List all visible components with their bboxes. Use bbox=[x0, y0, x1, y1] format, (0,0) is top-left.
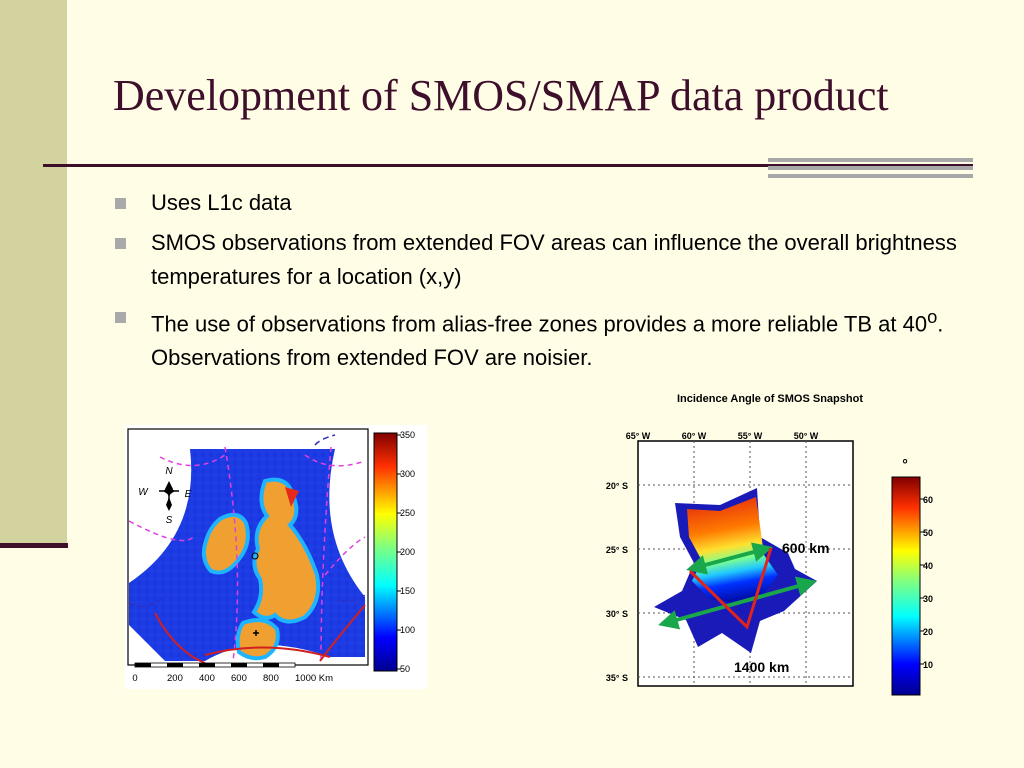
longitude-label: 65° W bbox=[626, 431, 651, 441]
hot-spot bbox=[285, 487, 299, 507]
colorbar-tick-label: 50 bbox=[923, 528, 933, 538]
alias-boundary-line bbox=[320, 446, 332, 662]
decorative-line-3 bbox=[768, 174, 973, 178]
distance-scale-labels: 0 200 400 600 800 1000 Km bbox=[132, 673, 333, 684]
colorbar-tick-label: 350 bbox=[400, 430, 415, 440]
colorbar-ticks: 350 300 250 200 150 100 50 bbox=[397, 430, 415, 674]
scale-label: 200 bbox=[167, 673, 183, 684]
compass-icon: N S E W bbox=[138, 466, 191, 526]
bullet-text: The use of observations from alias-free … bbox=[151, 311, 928, 337]
hexagon-boundary-line bbox=[128, 598, 162, 607]
hexagon-boundary-line bbox=[339, 594, 366, 602]
colorbar-tick-label: 30 bbox=[923, 594, 933, 604]
longitude-label: 60° W bbox=[682, 431, 707, 441]
compass-west-label: W bbox=[138, 487, 149, 498]
bullet-item: The use of observations from alias-free … bbox=[113, 300, 993, 375]
latitude-label: 30° S bbox=[606, 609, 628, 619]
alias-boundary-line bbox=[224, 446, 239, 662]
scale-label: 0 bbox=[132, 673, 137, 684]
compass-north-label: N bbox=[165, 466, 173, 477]
scale-label: 800 bbox=[263, 673, 279, 684]
fov-boundary-line bbox=[204, 646, 331, 658]
land-continent bbox=[235, 618, 280, 661]
slide-title: Development of SMOS/SMAP data product bbox=[113, 71, 889, 120]
colorbar-tick-label: 60 bbox=[923, 495, 933, 505]
land-great-britain bbox=[251, 477, 321, 624]
center-marker bbox=[251, 552, 259, 560]
square-bullet-icon bbox=[115, 198, 126, 209]
alias-boundary-line bbox=[304, 454, 366, 467]
degree-superscript: o bbox=[927, 306, 938, 327]
colorbar-tick-label: 100 bbox=[400, 625, 415, 635]
bullet-text-continued: . Observations from extended FOV are noi… bbox=[151, 311, 944, 371]
colorbar-tick-label: 40 bbox=[923, 561, 933, 571]
colorbar-tick-label: 200 bbox=[400, 547, 415, 557]
latitude-label: 25° S bbox=[606, 545, 628, 555]
annotation-600km: 600 km bbox=[782, 540, 829, 556]
red-vertex-lines bbox=[688, 547, 773, 630]
colorbar-unit-label: ° bbox=[902, 456, 908, 472]
square-bullet-icon bbox=[115, 238, 126, 249]
scale-label: 400 bbox=[199, 673, 215, 684]
latitude-label: 35° S bbox=[606, 673, 628, 683]
bullet-text: SMOS observations from extended FOV area… bbox=[151, 230, 957, 289]
figure-title: Incidence Angle of SMOS Snapshot bbox=[677, 393, 863, 405]
colorbar-tick-label: 50 bbox=[400, 664, 410, 674]
decorative-line-1 bbox=[768, 158, 973, 162]
colorbar-tick-label: 300 bbox=[400, 469, 415, 479]
colorbar bbox=[891, 476, 921, 696]
latitude-label: 20° S bbox=[606, 481, 628, 491]
annotation-1400km: 1400 km bbox=[734, 659, 789, 675]
colorbar-tick-label: 250 bbox=[400, 508, 415, 518]
bullet-item: Uses L1c data bbox=[113, 186, 993, 220]
colorbar bbox=[373, 432, 398, 672]
decorative-line-2 bbox=[768, 166, 973, 170]
bullet-text: Uses L1c data bbox=[151, 190, 292, 215]
colorbar-tick-label: 20 bbox=[923, 627, 933, 637]
hexagon-boundary-line bbox=[314, 434, 336, 446]
compass-east-label: E bbox=[185, 489, 192, 500]
long-axis-arrow bbox=[658, 576, 817, 630]
scale-label: 1000 Km bbox=[295, 673, 333, 684]
alias-boundary-line bbox=[128, 520, 196, 542]
fov-boundary-line bbox=[319, 604, 366, 662]
short-axis-arrow bbox=[686, 542, 773, 575]
title-divider bbox=[43, 164, 973, 167]
bullet-item: SMOS observations from extended FOV area… bbox=[113, 226, 993, 294]
colorbar-ticks: 60 50 40 30 20 10 bbox=[920, 495, 933, 670]
plus-marker bbox=[253, 630, 259, 636]
colorbar-tick-label: 150 bbox=[400, 586, 415, 596]
scale-label: 600 bbox=[231, 673, 247, 684]
side-accent-rule bbox=[0, 543, 68, 548]
incidence-angle-figure: Incidence Angle of SMOS Snapshot 65° W 60… bbox=[606, 393, 933, 696]
fov-boundary-line bbox=[154, 612, 206, 664]
distance-scale bbox=[134, 662, 296, 668]
latitude-labels: 20° S 25° S 30° S 35° S bbox=[606, 481, 628, 683]
longitude-labels: 65° W 60° W 55° W 50° W bbox=[626, 431, 819, 441]
longitude-label: 55° W bbox=[738, 431, 763, 441]
brightness-temperature-map: N S E W 350 300 250 200 150 100 50 0 200 400 600 8… bbox=[125, 425, 427, 689]
colorbar-tick-label: 10 bbox=[923, 660, 933, 670]
side-accent-bar bbox=[0, 0, 67, 546]
square-bullet-icon bbox=[115, 312, 126, 323]
compass-south-label: S bbox=[166, 515, 173, 526]
bullet-list: Uses L1c data SMOS observations from ext… bbox=[113, 186, 993, 381]
longitude-label: 50° W bbox=[794, 431, 819, 441]
